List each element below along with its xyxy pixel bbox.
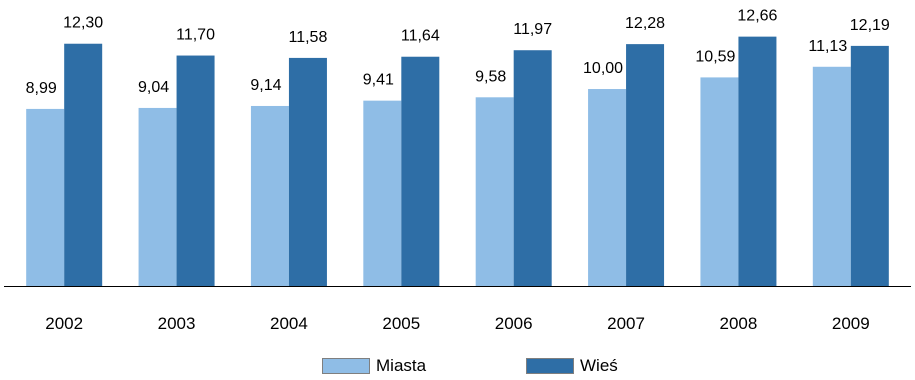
bar-miasta-2007 [588,89,627,286]
bar-miasta-2009 [812,66,851,286]
bar-wie-2002 [64,43,103,287]
data-label-wie-2009: 12,19 [850,17,890,34]
bar-wie-2009 [850,45,889,287]
bar-wie-2006 [513,50,552,287]
data-label-miasta-2003: 9,04 [138,79,169,96]
data-label-miasta-2005: 9,41 [363,72,394,89]
data-label-wie-2008: 12,66 [737,8,777,25]
x-tick-label-2009: 2009 [832,314,870,333]
bar-wie-2003 [176,55,215,286]
data-label-miasta-2007: 10,00 [583,60,623,77]
x-tick-label-2005: 2005 [382,314,420,333]
bar-miasta-2004 [250,105,289,286]
data-label-miasta-2009: 11,13 [808,38,847,55]
bar-wie-2007 [626,44,665,286]
legend-swatch-miasta [322,358,370,374]
legend-label-miasta: Miasta [376,356,427,375]
x-tick-label-2004: 2004 [270,314,308,333]
legend-item-miasta: Miasta [322,356,426,376]
data-label-miasta-2004: 9,14 [250,77,281,94]
bar-miasta-2005 [363,100,402,286]
data-label-miasta-2008: 10,59 [695,48,735,65]
x-tick-label-2002: 2002 [45,314,83,333]
data-label-wie-2006: 11,97 [513,21,552,38]
bar-wie-2008 [738,36,777,286]
bar-wie-2004 [288,57,327,287]
legend-swatch-wies [526,358,574,374]
bar-miasta-2006 [475,97,514,286]
x-tick-label-2007: 2007 [607,314,645,333]
legend: Miasta Wieś [0,356,915,378]
bar-miasta-2002 [26,108,65,286]
x-tick-label-2006: 2006 [495,314,533,333]
bar-chart: 8,99 12,30 2002 9,04 11,70 2003 9,14 11,58 2004 9… [4,8,911,333]
bar-miasta-2003 [138,107,177,286]
data-label-wie-2005: 11,64 [401,28,440,45]
data-label-wie-2002: 12,30 [63,15,103,32]
bar-miasta-2008 [700,77,739,286]
legend-label-wies: Wieś [580,356,618,375]
data-label-wie-2003: 11,70 [176,27,215,44]
data-label-wie-2007: 12,28 [625,15,665,32]
data-label-miasta-2006: 9,58 [475,68,506,85]
bar-wie-2005 [401,56,440,287]
data-label-wie-2004: 11,58 [289,29,328,46]
data-label-miasta-2002: 8,99 [26,80,57,97]
x-tick-label-2003: 2003 [158,314,196,333]
x-tick-label-2008: 2008 [720,314,758,333]
legend-item-wies: Wieś [526,356,618,376]
